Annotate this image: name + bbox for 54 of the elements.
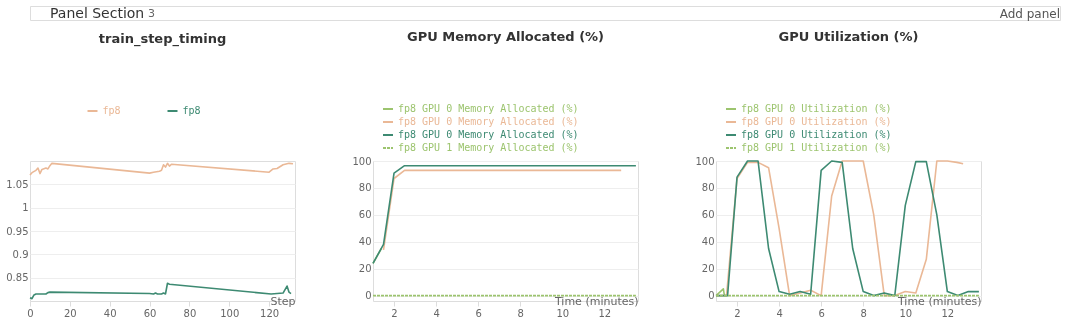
- x-axis-title: Step: [270, 294, 296, 308]
- y-tick-label: 0.9: [12, 248, 29, 260]
- legend-label: fp8: [182, 105, 201, 116]
- x-tick-label: 2: [734, 307, 741, 319]
- y-tick-label: 100: [352, 155, 372, 167]
- x-tick-label: 6: [818, 307, 825, 319]
- x-tick-label: 12: [598, 307, 612, 319]
- chart-title: train_step_timing: [98, 31, 227, 47]
- y-tick-label: 80: [358, 182, 372, 194]
- x-tick-label: 8: [517, 307, 524, 319]
- legend-label: fp8 GPU 0 Memory Allocated (%): [398, 103, 579, 114]
- y-tick-label: 20: [358, 263, 372, 275]
- x-axis-title: Time (minutes): [896, 294, 982, 308]
- x-tick-label: 60: [143, 307, 157, 319]
- legend-label: fp8 GPU 0 Memory Allocated (%): [398, 129, 579, 140]
- x-tick-label: 80: [183, 307, 197, 319]
- y-tick-label: 60: [358, 209, 372, 221]
- y-tick-label: 1.05: [6, 178, 29, 190]
- legend-label: fp8 GPU 0 Memory Allocated (%): [398, 116, 579, 127]
- text: 3: [148, 7, 155, 20]
- y-tick-label: 60: [701, 209, 715, 221]
- x-tick-label: 4: [433, 307, 440, 319]
- x-axis-title: Time (minutes): [553, 294, 639, 308]
- y-tick-label: 20: [701, 263, 715, 275]
- legend-label: fp8: [102, 105, 121, 116]
- y-tick-label: 0.95: [6, 225, 29, 237]
- x-tick-label: 10: [556, 307, 570, 319]
- legend-label: fp8 GPU 1 Utilization (%): [741, 142, 892, 153]
- legend-label: fp8 GPU 0 Utilization (%): [741, 103, 892, 114]
- x-tick-label: 4: [776, 307, 783, 319]
- chart-title: GPU Utilization (%): [778, 29, 919, 44]
- x-tick-label: 100: [220, 307, 240, 319]
- text: Add panel: [999, 7, 1060, 21]
- y-tick-label: 1: [22, 202, 29, 214]
- x-tick-label: 8: [860, 307, 867, 319]
- y-tick-label: 100: [695, 155, 715, 167]
- x-tick-label: 20: [63, 307, 77, 319]
- legend-label: fp8 GPU 1 Memory Allocated (%): [398, 142, 579, 153]
- chart-title: GPU Memory Allocated (%): [406, 29, 605, 44]
- x-tick-label: 6: [475, 307, 482, 319]
- y-tick-label: 0: [365, 290, 372, 302]
- x-tick-label: 120: [260, 307, 280, 319]
- x-tick-label: 10: [899, 307, 913, 319]
- y-tick-label: 0: [708, 290, 715, 302]
- y-tick-label: 40: [358, 236, 372, 248]
- y-tick-label: 40: [701, 236, 715, 248]
- x-tick-label: 12: [941, 307, 955, 319]
- x-tick-label: 2: [391, 307, 398, 319]
- text: Panel Section: [50, 5, 145, 21]
- y-tick-label: 80: [701, 182, 715, 194]
- y-tick-label: 0.85: [6, 272, 29, 284]
- legend-label: fp8 GPU 0 Utilization (%): [741, 116, 892, 127]
- x-tick-label: 40: [103, 307, 117, 319]
- legend-label: fp8 GPU 0 Utilization (%): [741, 129, 892, 140]
